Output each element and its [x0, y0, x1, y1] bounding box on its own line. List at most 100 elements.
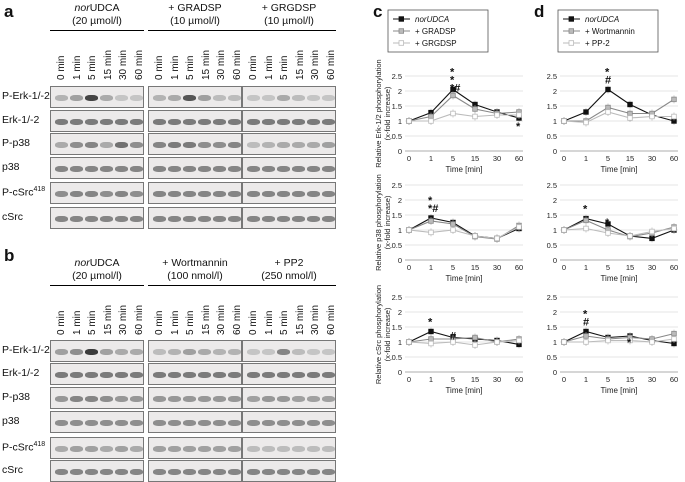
- blot-band: [247, 469, 260, 475]
- data-point: [605, 109, 611, 115]
- blot-band: [100, 446, 113, 452]
- blot-band: [307, 95, 320, 101]
- blot-band: [247, 119, 260, 125]
- blot-band: [277, 372, 290, 378]
- series-line: [409, 112, 519, 122]
- x-tick-label: 30: [648, 375, 656, 384]
- data-point: [583, 118, 589, 124]
- data-point: [627, 333, 633, 339]
- lane-label: 30 min: [216, 304, 227, 335]
- data-point: [516, 115, 522, 121]
- x-tick-label: 0: [562, 375, 566, 384]
- blot-band: [247, 396, 260, 402]
- data-point: [561, 339, 567, 345]
- row-label: P-p38: [2, 137, 31, 149]
- x-axis-label: Time [min]: [445, 165, 482, 174]
- blot-band: [115, 349, 128, 355]
- blot-band: [277, 142, 290, 148]
- blot-band: [130, 396, 143, 402]
- blot-band: [153, 446, 166, 452]
- condition-dose: (20 µmol/l): [72, 270, 122, 282]
- blot-band: [228, 216, 241, 222]
- blot-band: [213, 191, 226, 197]
- data-point: [516, 224, 522, 230]
- x-tick-label: 30: [648, 154, 656, 163]
- blot-band: [153, 191, 166, 197]
- blot-strip: [50, 182, 144, 204]
- blot-strip: [50, 460, 144, 482]
- blot-band: [183, 349, 196, 355]
- blot-band: [115, 372, 128, 378]
- blot-band: [322, 216, 335, 222]
- blot-band: [70, 446, 83, 452]
- blot-band: [100, 469, 113, 475]
- condition-label: + Wortmannin (100 nmol/l): [148, 257, 242, 286]
- blot-band: [153, 349, 166, 355]
- data-point: [605, 336, 611, 342]
- legend-label: + PP-2: [585, 39, 610, 48]
- lane-label: 5 min: [279, 310, 290, 335]
- blot-band: [277, 119, 290, 125]
- condition-label: norUDCA (20 µmol/l): [50, 257, 144, 286]
- data-point: [516, 109, 522, 115]
- data-point: [583, 339, 589, 345]
- blot-band: [168, 142, 181, 148]
- x-axis-label: Time [min]: [600, 165, 637, 174]
- y-tick-label: 0.5: [547, 353, 557, 362]
- blot-band: [292, 166, 305, 172]
- data-point: [605, 334, 611, 341]
- data-point: [605, 337, 611, 344]
- data-point: [627, 233, 633, 240]
- y-tick-label: 1: [553, 338, 557, 347]
- x-tick-label: 1: [584, 375, 588, 384]
- significance-marker: *: [627, 337, 632, 349]
- blot-band: [198, 216, 211, 222]
- y-tick-label: 2.5: [392, 72, 402, 81]
- blot-band: [228, 372, 241, 378]
- data-point: [627, 101, 633, 108]
- legend-marker: [398, 40, 404, 46]
- blot-band: [153, 119, 166, 125]
- series-line: [408, 330, 520, 345]
- blot-band: [228, 166, 241, 172]
- blot-band: [247, 216, 260, 222]
- blot-band: [292, 216, 305, 222]
- series-line: [408, 220, 520, 240]
- lane-label: 1 min: [71, 55, 83, 80]
- data-point: [406, 339, 412, 345]
- blot-band: [115, 142, 128, 148]
- data-point: [649, 113, 655, 120]
- blot-band: [292, 349, 305, 355]
- blot-band: [292, 469, 305, 475]
- condition-underline: [242, 30, 336, 31]
- blot-strip: [242, 133, 336, 155]
- blot-strip: [50, 86, 144, 108]
- data-point: [494, 339, 500, 345]
- blot-band: [55, 396, 68, 402]
- blot-band: [292, 396, 305, 402]
- lane-label: 0 min: [154, 310, 165, 335]
- blot-strip: [148, 363, 242, 385]
- data-point: [428, 218, 434, 224]
- blot-band: [322, 446, 335, 452]
- blot-strip: [148, 110, 242, 132]
- blot-band: [213, 119, 226, 125]
- condition-name: + GRGDSP: [261, 2, 317, 14]
- x-tick-label: 60: [670, 375, 678, 384]
- blot-band: [115, 95, 128, 101]
- blot-band: [70, 349, 83, 355]
- data-point: [472, 233, 478, 239]
- data-point: [472, 106, 478, 112]
- condition-underline: [148, 30, 242, 31]
- blot-band: [70, 396, 83, 402]
- y-tick-label: 2.5: [392, 293, 402, 302]
- blot-band: [85, 420, 98, 426]
- lane-label: 60 min: [325, 49, 337, 80]
- blot-band: [168, 95, 181, 101]
- blot-band: [322, 191, 335, 197]
- y-tick-label: 1.5: [392, 102, 402, 111]
- blot-band: [277, 95, 290, 101]
- blot-band: [247, 349, 260, 355]
- lane-label: 15 min: [200, 49, 212, 80]
- blot-strip: [148, 133, 242, 155]
